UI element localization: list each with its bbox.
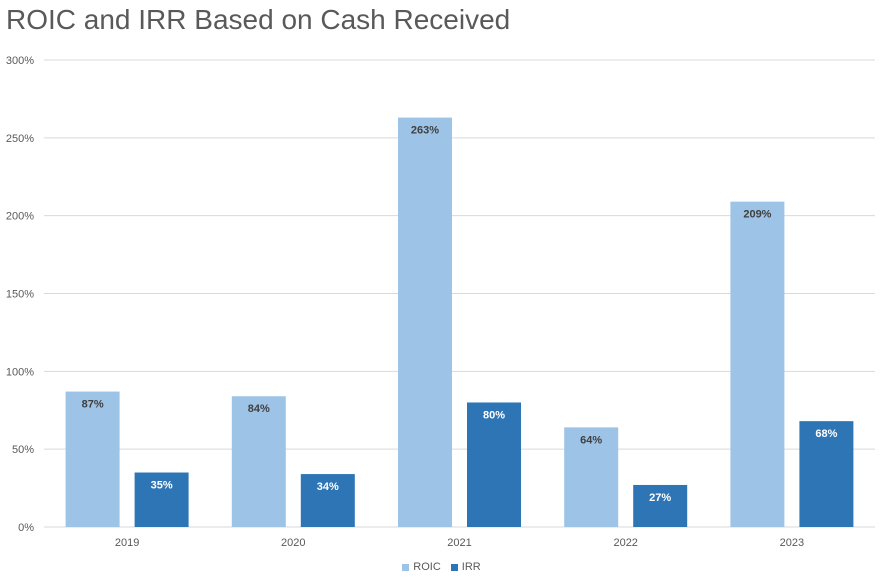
legend-item-roic: ROIC (402, 561, 441, 573)
legend-swatch-irr (450, 563, 458, 571)
bar-irr-2021 (467, 402, 521, 527)
data-label-roic-2021: 263% (411, 125, 439, 137)
x-tick-label: 2020 (281, 537, 305, 549)
bar-irr-2019 (134, 472, 189, 527)
legend-swatch-roic (402, 563, 410, 571)
y-tick-label: 0% (18, 522, 34, 534)
data-label-roic-2023: 209% (743, 209, 771, 221)
bar-roic-2019 (65, 391, 120, 527)
bar-roic-2023 (730, 201, 785, 527)
data-label-irr-2021: 80% (483, 409, 505, 421)
data-labels: 87% 35% 84% 34% 263% 80% 64% 27% 209% 68% (82, 125, 838, 504)
legend-label-irr: IRR (461, 561, 481, 573)
data-label-irr-2023: 68% (815, 428, 837, 440)
y-axis-tick-labels: 0% 50% 100% 150% 200% 250% 300% (6, 55, 34, 534)
data-label-irr-2020: 34% (317, 481, 339, 493)
data-label-roic-2020: 84% (248, 403, 270, 415)
y-tick-label: 300% (6, 55, 34, 67)
legend-label-roic: ROIC (413, 561, 441, 573)
bar-roic-2020 (231, 396, 286, 527)
y-tick-label: 100% (6, 366, 34, 378)
x-tick-label: 2023 (780, 537, 804, 549)
bar-irr-2020 (300, 474, 355, 527)
x-axis-tick-labels: 2019 2020 2021 2022 2023 (115, 537, 804, 549)
x-tick-label: 2019 (115, 537, 139, 549)
x-tick-label: 2022 (613, 537, 637, 549)
data-label-roic-2022: 64% (580, 434, 602, 446)
data-label-roic-2019: 87% (82, 399, 104, 411)
bar-irr-2022 (633, 484, 688, 527)
y-tick-label: 150% (6, 289, 34, 301)
bar-roic-2022 (564, 427, 619, 527)
data-label-irr-2022: 27% (649, 492, 671, 504)
x-tick-label: 2021 (447, 537, 471, 549)
y-tick-label: 200% (6, 211, 34, 223)
y-tick-label: 50% (12, 444, 34, 456)
legend-item-irr: IRR (450, 561, 481, 573)
data-label-irr-2019: 35% (151, 480, 173, 492)
bar-irr-2023 (799, 421, 854, 527)
bars (65, 117, 854, 527)
chart-title: ROIC and IRR Based on Cash Received (6, 4, 511, 35)
bar-roic-2021 (398, 117, 452, 527)
legend: ROIC IRR (0, 561, 883, 573)
y-tick-label: 250% (6, 133, 34, 145)
